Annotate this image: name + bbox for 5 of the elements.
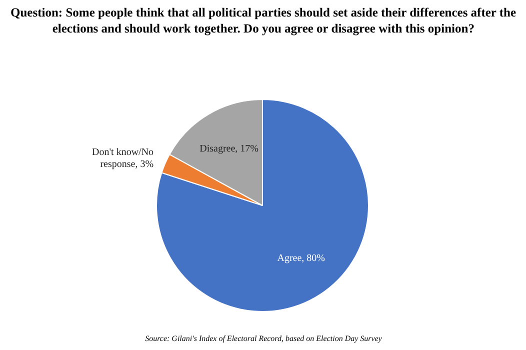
slice-label: Disagree, 17% [200, 143, 258, 154]
chart-title: Question: Some people think that all political parties should set aside their differences after the elections and should work together. Do you agree or disagree with this opinion? [10, 6, 516, 36]
slice-label: Agree, 80% [277, 253, 326, 264]
slice-label: Don't know/No response, 3% [92, 146, 154, 170]
source-note: Source: Gilani's Index of Electoral Record, based on Election Day Survey [145, 334, 382, 343]
